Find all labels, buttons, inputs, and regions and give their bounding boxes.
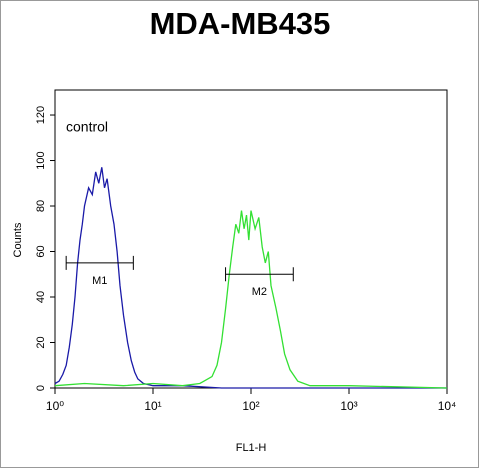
histogram-line bbox=[54, 210, 448, 389]
x-tick-label: 10² bbox=[242, 399, 259, 413]
marker-label: M1 bbox=[92, 275, 107, 287]
x-tick-label: 10⁴ bbox=[438, 399, 457, 413]
y-tick-label: 100 bbox=[35, 151, 47, 169]
x-tick-label: 10⁰ bbox=[46, 399, 64, 413]
y-tick-label: 20 bbox=[35, 336, 47, 348]
y-axis-label: Counts bbox=[12, 222, 24, 257]
x-axis-label: FL1-H bbox=[236, 442, 267, 454]
y-tick-label: 120 bbox=[35, 106, 47, 124]
chart-title: MDA-MB435 bbox=[150, 6, 331, 41]
y-tick-label: 40 bbox=[35, 291, 47, 303]
y-tick-label: 80 bbox=[35, 200, 47, 212]
histogram-line bbox=[54, 167, 447, 389]
y-tick-label: 0 bbox=[35, 385, 47, 391]
annotation: control bbox=[66, 119, 108, 135]
y-tick-label: 60 bbox=[35, 245, 47, 257]
x-tick-label: 10³ bbox=[340, 399, 357, 413]
x-tick-label: 10¹ bbox=[144, 399, 161, 413]
marker-label: M2 bbox=[252, 286, 267, 298]
